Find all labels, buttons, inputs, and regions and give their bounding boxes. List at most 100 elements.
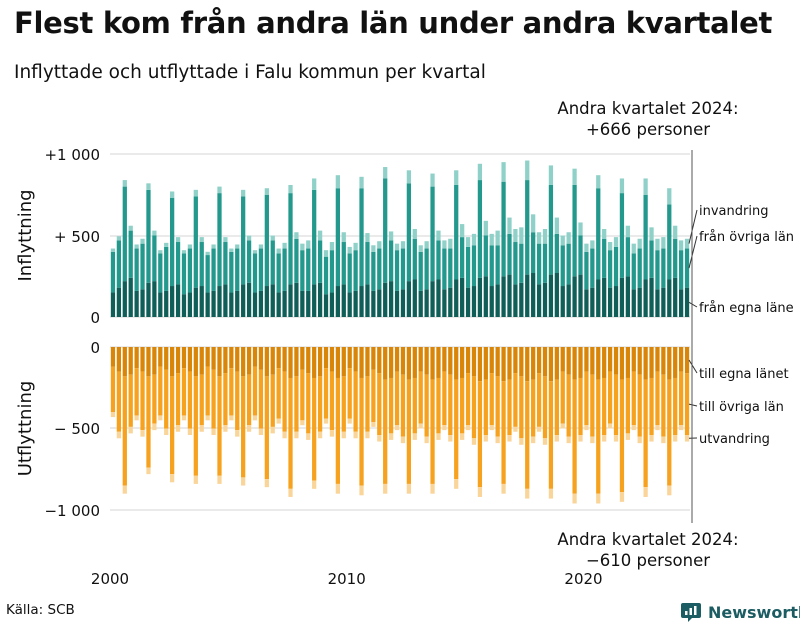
bar-segment [365,242,370,285]
bar-segment [175,373,181,426]
bar-segment [536,426,542,432]
bar-segment [661,374,666,437]
bar-segment [394,347,400,372]
bar-segment [128,347,133,375]
bar-segment [418,290,423,317]
bar-segment [554,217,559,234]
bar-segment [193,287,198,317]
bar-segment [631,253,636,290]
bar-segment [335,347,340,378]
bar-segment [193,347,198,377]
bar-segment [489,347,494,374]
bar-segment [649,277,654,317]
bar-segment [264,376,269,480]
bar-segment [181,415,187,421]
bar-segment [619,178,625,194]
bar-segment [602,347,607,378]
bar-segment [294,282,299,317]
bar-segment [282,242,287,249]
y-tick-label: 0 [90,309,100,327]
bar-segment [394,371,400,426]
bar-segment [164,428,169,436]
bar-segment [217,193,222,287]
bar-segment [400,241,406,249]
bar-segment [140,347,145,372]
bar-segment [276,347,281,369]
bar-segment [258,347,264,370]
bar-segment [542,282,548,317]
bar-segment [442,347,447,372]
newsworthy-icon [681,603,701,622]
x-tick-label: 2020 [564,570,602,588]
bar-segment [134,368,139,416]
bar-segment [430,186,435,282]
bar-segment [217,475,222,484]
bar-segment [673,225,678,239]
bar-segment [454,379,459,480]
bar-segment [323,294,329,317]
bar-segment [229,347,234,369]
bar-segment [536,243,542,285]
bar-segment [282,248,287,291]
bar-segment [341,242,346,285]
bar-segment [211,428,216,436]
bar-segment [649,377,654,436]
bar-segment [572,184,577,277]
bar-segment [542,347,548,377]
bar-segment [235,347,240,372]
bar-segment [353,242,358,251]
bar-segment [211,347,216,370]
bar-segment [377,373,382,436]
bar-segment [246,425,252,432]
bar-segment [252,292,258,317]
bar-segment [548,347,554,382]
annotation-bottom-line1: Andra kvartalet 2024: [557,530,739,549]
bar-segment [187,244,193,249]
bar-segment [684,373,690,436]
bar-segment [353,371,358,432]
bar-segment [667,204,672,280]
y-tick-label: + 500 [54,228,100,246]
y-axis-label: Utflyttning [15,381,36,477]
bar-segment [347,253,352,293]
bar-segment [359,188,364,287]
bar-segment [170,376,175,475]
bar-segment [548,488,554,499]
bar-segment [300,420,305,426]
bar-segment [678,425,684,431]
bar-segment [241,376,246,478]
bar-segment [519,282,524,317]
bar-segment [134,415,139,421]
bar-segment [347,347,352,369]
brand-logo: Newsworthy [680,600,800,624]
bar-segment [572,379,577,494]
bar-segment [377,435,382,442]
bar-segment [359,485,364,496]
bar-segment [590,374,595,437]
bar-segment [513,242,518,285]
bar-segment [655,289,660,317]
bar-segment [584,425,589,431]
legend-leader-line [688,235,698,269]
bar-segment [181,368,187,416]
legend-label: utvandring [699,432,770,447]
bar-segment [465,287,471,317]
bar-segment [607,347,613,372]
bar-segment [377,289,382,317]
bar-segment [252,347,258,367]
bar-segment [507,217,512,234]
bar-segment [542,228,548,244]
bar-segment [359,286,364,317]
bar-segment [661,248,666,288]
bar-segment [548,381,554,489]
bar-segment [388,281,394,317]
bar-segment [554,379,559,436]
bar-segment [489,373,494,426]
bar-segment [471,233,477,246]
bar-segment [602,228,607,239]
bar-segment [241,284,246,317]
bar-segment [406,281,412,317]
bar-segment [341,347,346,377]
bar-segment [128,230,133,278]
bar-segment [383,483,388,494]
